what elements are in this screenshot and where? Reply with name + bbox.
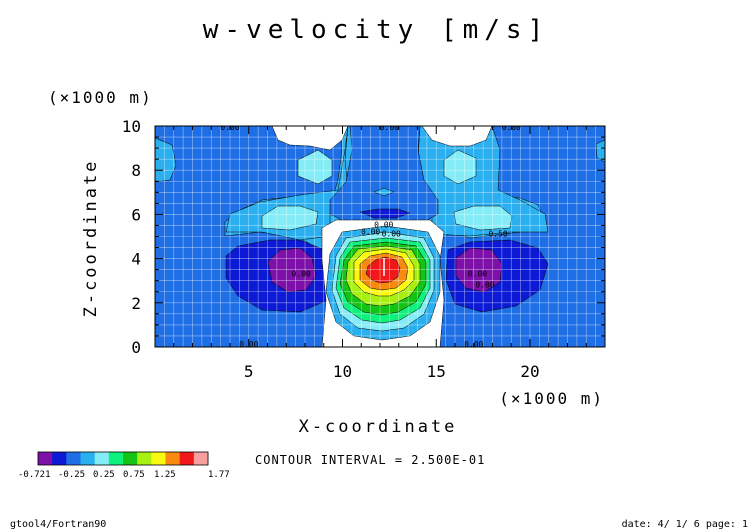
contour-region-green-3 (261, 205, 319, 231)
colorbar-label: 0.75 (123, 470, 145, 480)
colorbar-swatch (137, 452, 152, 465)
y-tick-label: 4 (131, 250, 141, 269)
x-tick-label: 15 (427, 362, 446, 381)
contour-region-green-2 (443, 149, 477, 185)
updraft-band-8 (365, 256, 401, 284)
contour-label: 0.00 (380, 123, 399, 132)
y-tick-label: 8 (131, 161, 141, 180)
y-unit-label: (×1000 m) (48, 88, 153, 107)
contour-label: 0.00 (374, 221, 393, 230)
colorbar-swatch (52, 452, 67, 465)
x-tick-label: 5 (244, 362, 254, 381)
y-tick-label: 0 (131, 338, 141, 357)
contour-label: 0.00 (475, 280, 494, 289)
contour-region-edge-right (595, 139, 605, 163)
x-tick-label: 10 (333, 362, 352, 381)
grid-lines (155, 126, 605, 347)
contour-interval-text: CONTOUR INTERVAL = 2.500E-01 (255, 453, 485, 467)
y-tick-label: 10 (122, 117, 141, 136)
contour-region-cyan-edge (155, 137, 177, 183)
footer-right: date: 4/ 1/ 6 page: 1 (622, 519, 748, 530)
colorbar-swatch (193, 452, 209, 465)
colorbar-label: -0.25 (58, 470, 85, 480)
colorbar: -0.721 -0.25 0.25 0.75 1.25 1.77 (18, 451, 230, 480)
colorbar-label: 1.25 (154, 470, 176, 480)
colorbar-frame (37, 451, 209, 466)
chart-title: w-velocity [m/s] (203, 15, 549, 45)
colorbar-swatch (179, 452, 195, 465)
contour-label: 0.50 (488, 230, 507, 239)
colorbar-swatch (123, 452, 138, 465)
colorbar-label: 1.77 (208, 470, 230, 480)
axes: 5 10 15 20 0 2 4 6 8 10 (122, 117, 606, 381)
contour-region-zero-top-right (421, 126, 493, 147)
contour-label: 0.00 (292, 269, 311, 278)
colorbar-swatch (66, 452, 81, 465)
colorbar-swatch (80, 452, 96, 465)
colorbar-swatch (94, 452, 110, 465)
y-tick-label: 6 (131, 205, 141, 224)
colorbar-label: -0.721 (18, 470, 51, 480)
x-tick-label: 20 (520, 362, 539, 381)
contour-field: 0.00 0.00 0.000.00 0.000.000.00 0.00 0.500.00… (155, 123, 605, 347)
y-tick-label: 2 (131, 294, 141, 313)
footer-left: gtool4/Fortran90 (10, 519, 106, 530)
contour-label: 0.00 (468, 269, 487, 278)
contour-region-darkblue-bar (359, 208, 411, 219)
contour-label: 0.00 (382, 230, 401, 239)
colorbar-label: 0.25 (93, 470, 115, 480)
x-unit-label: (×1000 m) (499, 389, 604, 408)
colorbar-swatch (108, 452, 124, 465)
colorbar-swatch (165, 452, 181, 465)
y-axis-label: Z-coordinate (81, 159, 101, 318)
colorbar-swatch (38, 452, 53, 465)
x-axis-label: X-coordinate (299, 417, 458, 437)
colorbar-swatch (151, 452, 166, 465)
contour-label: 0.00 (361, 227, 380, 236)
